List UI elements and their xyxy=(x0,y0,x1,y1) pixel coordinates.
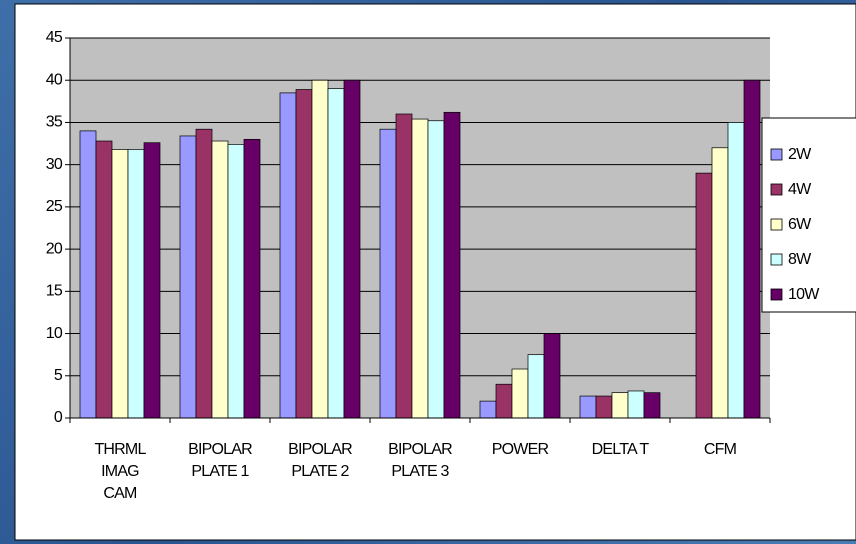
bar xyxy=(379,128,397,419)
y-tick-label: 25 xyxy=(46,198,63,215)
x-tick-label-line: PLATE 3 xyxy=(391,463,449,480)
x-tick-label-line: CAM xyxy=(103,485,137,502)
bar xyxy=(495,383,513,419)
y-tick-label: 30 xyxy=(46,156,63,173)
bar xyxy=(343,79,361,419)
bar xyxy=(611,392,629,419)
x-tick-label-line: PLATE 2 xyxy=(291,463,349,480)
y-tick-label: 10 xyxy=(46,325,63,342)
bar xyxy=(627,390,645,419)
bar xyxy=(327,88,345,419)
x-tick-label: CFM xyxy=(704,441,737,458)
bar xyxy=(527,354,545,419)
x-tick-label-line: BIPOLAR xyxy=(188,441,252,458)
bar xyxy=(395,113,413,419)
bar xyxy=(427,120,445,419)
x-tick-label-line: BIPOLAR xyxy=(388,441,452,458)
x-tick-label: BIPOLAR PLATE 3 xyxy=(388,441,452,480)
bar xyxy=(711,147,729,419)
x-tick-label-line: PLATE 1 xyxy=(191,463,249,480)
bar xyxy=(195,128,213,419)
bar xyxy=(211,140,229,419)
bar xyxy=(443,111,461,419)
x-tick-label: BIPOLAR PLATE 1 xyxy=(188,441,252,480)
bar xyxy=(743,79,761,419)
bar xyxy=(111,149,129,419)
legend-swatch xyxy=(770,148,783,161)
bar xyxy=(543,333,561,419)
bar xyxy=(511,368,529,419)
legend-swatch xyxy=(770,253,783,266)
x-tick-label-line: IMAG xyxy=(101,463,139,480)
bar xyxy=(479,400,497,419)
x-tick-label-line: DELTA T xyxy=(592,441,650,458)
y-tick-label: 20 xyxy=(46,240,63,257)
bar xyxy=(127,149,145,419)
bar xyxy=(143,142,161,419)
bar xyxy=(243,138,261,419)
x-tick-label-line: POWER xyxy=(492,441,549,458)
x-tick-label: DELTA T xyxy=(592,441,650,458)
legend-swatch xyxy=(770,218,783,231)
bar xyxy=(311,79,329,419)
bar xyxy=(579,395,597,419)
y-tick-label: 35 xyxy=(46,114,63,131)
x-tick-label: BIPOLAR PLATE 2 xyxy=(288,441,352,480)
legend-label: 10W xyxy=(788,286,820,303)
bar xyxy=(411,118,429,419)
bar xyxy=(695,172,713,419)
y-tick-label: 45 xyxy=(46,29,63,46)
y-tick-label: 15 xyxy=(46,283,63,300)
bar xyxy=(95,140,113,419)
x-tick-label-line: BIPOLAR xyxy=(288,441,352,458)
x-tick-label-line: THRML xyxy=(94,441,146,458)
bar xyxy=(279,92,297,419)
legend-label: 2W xyxy=(788,146,812,163)
bar xyxy=(179,135,197,419)
bar xyxy=(595,395,613,419)
legend-label: 4W xyxy=(788,181,812,198)
legend-label: 8W xyxy=(788,251,812,268)
x-tick-label: POWER xyxy=(492,441,549,458)
bar xyxy=(643,392,661,419)
bar xyxy=(295,89,313,419)
bar xyxy=(79,130,97,419)
y-tick-label: 40 xyxy=(46,71,63,88)
bar xyxy=(227,144,245,419)
legend-swatch xyxy=(770,288,783,301)
legend-swatch xyxy=(770,183,783,196)
y-tick-label: 0 xyxy=(54,409,63,426)
x-tick-label-line: CFM xyxy=(704,441,737,458)
bar xyxy=(727,122,745,419)
legend-label: 6W xyxy=(788,216,812,233)
x-tick-label: THRML IMAG CAM xyxy=(94,441,146,502)
y-tick-label: 5 xyxy=(54,367,63,384)
